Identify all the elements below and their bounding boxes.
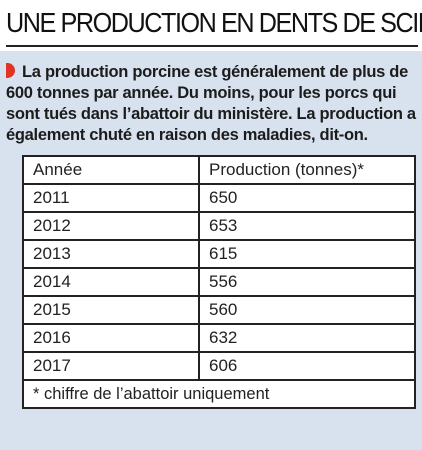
title-divider [6, 45, 418, 47]
year-cell: 2011 [22, 183, 200, 213]
table-row: 2014 556 [22, 267, 416, 297]
column-header-production: Production (tonnes)* [198, 155, 416, 185]
column-header-year: Année [22, 155, 200, 185]
page-title: UNE PRODUCTION EN DENTS DE SCIE [6, 7, 422, 38]
production-cell: 556 [198, 267, 416, 297]
production-cell: 653 [198, 211, 416, 241]
year-cell: 2016 [22, 323, 200, 353]
production-cell: 650 [198, 183, 416, 213]
table-row: 2013 615 [22, 239, 416, 269]
year-cell: 2015 [22, 295, 200, 325]
bullet-marker-icon [6, 63, 15, 78]
table-row: 2017 606 [22, 351, 416, 381]
year-cell: 2014 [22, 267, 200, 297]
year-cell: 2017 [22, 351, 200, 381]
production-cell: 632 [198, 323, 416, 353]
table-row: 2011 650 [22, 183, 416, 213]
table-footnote: * chiffre de l’abattoir uniquement [22, 379, 416, 409]
lead-text: La production porcine est généralement d… [6, 63, 416, 144]
production-cell: 560 [198, 295, 416, 325]
table-row: 2012 653 [22, 211, 416, 241]
year-cell: 2013 [22, 239, 200, 269]
production-cell: 615 [198, 239, 416, 269]
table-footnote-row: * chiffre de l’abattoir uniquement [22, 379, 416, 409]
table-row: 2016 632 [22, 323, 416, 353]
year-cell: 2012 [22, 211, 200, 241]
production-table: Année Production (tonnes)* 2011 650 2012… [22, 155, 416, 409]
production-cell: 606 [198, 351, 416, 381]
lead-paragraph: La production porcine est généralement d… [6, 62, 416, 146]
table-row: 2015 560 [22, 295, 416, 325]
table-header-row: Année Production (tonnes)* [22, 155, 416, 185]
